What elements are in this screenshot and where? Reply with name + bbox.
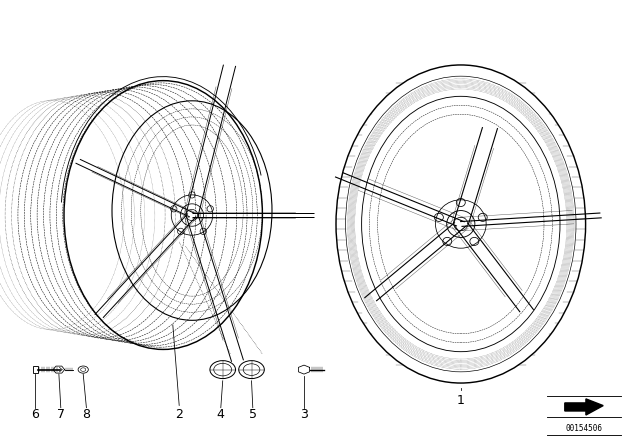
Text: 8: 8 — [83, 408, 90, 421]
Text: 1: 1 — [457, 394, 465, 408]
Polygon shape — [564, 399, 604, 415]
Text: 4: 4 — [217, 408, 225, 421]
Text: 2: 2 — [175, 408, 183, 421]
Text: 5: 5 — [249, 408, 257, 421]
Text: 00154506: 00154506 — [566, 424, 602, 433]
Text: 6: 6 — [31, 408, 39, 421]
Bar — [33, 366, 38, 373]
Text: 7: 7 — [57, 408, 65, 421]
Text: 3: 3 — [300, 408, 308, 421]
